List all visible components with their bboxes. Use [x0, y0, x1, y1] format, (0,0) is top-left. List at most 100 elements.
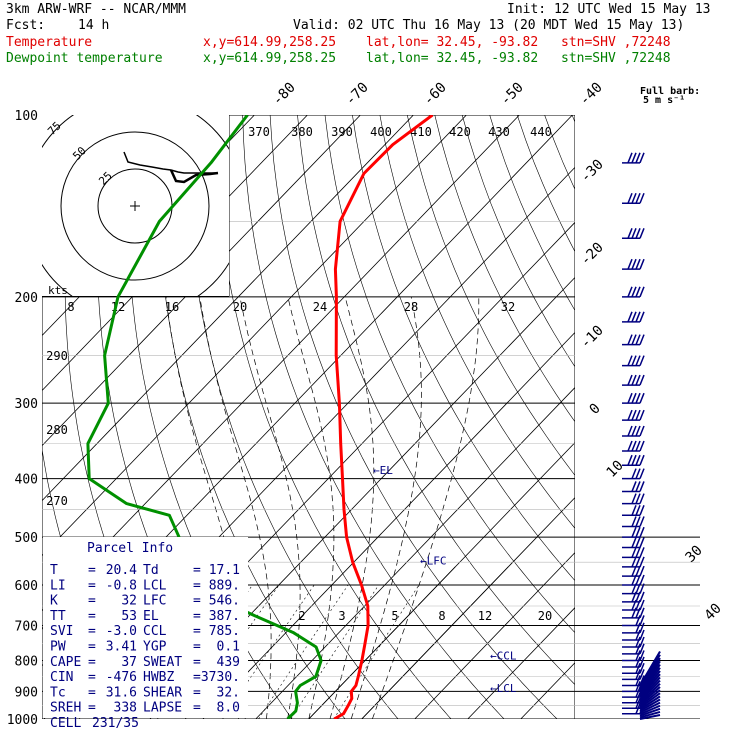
parcel-param-value: 3.41	[106, 640, 137, 655]
theta-low-label: 280	[46, 423, 68, 437]
parcel-param-name: CCL	[143, 624, 167, 639]
theta-label: 380	[291, 125, 313, 139]
parcel-param-value: 53	[121, 609, 137, 624]
moist-adiabat-label: 8	[67, 300, 74, 314]
temperature-station: stn=SHV ,72248	[561, 35, 671, 50]
parcel-param-value: -0.8	[106, 578, 137, 593]
parcel-info-panel: Parcel Info T = 20.4 Td = 17.1 LI = -0.8 LCL = 889. K…	[43, 537, 248, 731]
wind-barb	[622, 599, 645, 611]
moist-adiabat-label: 28	[404, 300, 418, 314]
valid-time: Valid: 02 UTC Thu 16 May 13 (20 MDT Wed …	[293, 18, 685, 33]
isotherm-extension	[308, 566, 456, 719]
parcel-param-value: 17.1	[209, 563, 240, 578]
parcel-param-value: 231/35	[92, 716, 139, 731]
wind-barb-lower	[639, 683, 661, 704]
wind-barb-lower	[639, 670, 661, 697]
dry-adiabat	[214, 115, 452, 719]
pressure-tick-label: 700	[15, 619, 38, 634]
wind-barb-lower	[639, 650, 661, 686]
hodograph-ring	[60, 131, 210, 281]
wind-barb-lower	[639, 686, 661, 706]
parcel-info-background	[43, 537, 248, 718]
wind-barb	[622, 643, 645, 655]
pressure-axis: 100 200 300 400 500 600 700 800 900 1000	[7, 109, 38, 728]
wind-barb	[622, 574, 645, 586]
parcel-param-name: HWBZ	[143, 670, 174, 685]
wind-barb	[622, 537, 645, 549]
parcel-param-name: YGP	[143, 640, 167, 655]
dry-adiabat	[489, 115, 575, 312]
parcel-param-name: Td	[143, 563, 159, 578]
isotherm-label: -70	[343, 80, 372, 109]
mixing-ratio-label: 20	[538, 609, 552, 623]
temperature-latlon: lat,lon= 32.45, -93.82	[366, 35, 539, 50]
isotherm-line	[467, 607, 575, 719]
forecast-hours: 14 h	[78, 18, 110, 33]
pressure-tick-label: 500	[15, 531, 38, 546]
isotherm-label: 0	[587, 401, 604, 418]
wind-barb	[622, 565, 645, 577]
parcel-param-name: CELL	[50, 716, 81, 731]
theta-label: 390	[331, 125, 353, 139]
mixing-ratio-line	[333, 584, 420, 719]
parcel-param-value: -476	[106, 670, 137, 685]
dry-adiabat	[461, 115, 575, 368]
parcel-equals: =	[88, 624, 96, 639]
wind-barb-lower	[639, 698, 661, 712]
wind-barb	[622, 258, 645, 270]
wind-barb	[622, 591, 645, 603]
wind-barb	[622, 468, 645, 480]
theta-label: 370	[248, 125, 270, 139]
level-marker-el: ←EL	[373, 464, 393, 477]
pressure-tick-label: 300	[15, 397, 38, 412]
dry-adiabat	[434, 115, 575, 423]
wind-barb	[622, 656, 645, 668]
dry-adiabat	[352, 115, 575, 582]
wind-barb-lower	[639, 701, 661, 714]
parcel-param-name: CAPE	[50, 655, 81, 670]
moist-adiabat-label: 16	[165, 300, 179, 314]
isotherm-label: -80	[270, 80, 299, 109]
parcel-param-value: 387.	[209, 609, 240, 624]
pressure-tick-label: 800	[15, 654, 38, 669]
parcel-param-name: SVI	[50, 624, 73, 639]
parcel-param-value: 20.4	[106, 563, 137, 578]
wind-barb	[622, 615, 645, 627]
moist-adiabat-label: 20	[233, 300, 247, 314]
wind-barb	[622, 636, 645, 648]
dewpoint-station: stn=SHV ,72248	[561, 51, 671, 66]
isotherm-label: -40	[577, 80, 606, 109]
parcel-param-name: PW	[50, 640, 66, 655]
dewpoint-xy: x,y=614.99,258.25	[203, 51, 337, 66]
theta-label: 430	[488, 125, 510, 139]
isotherm-line	[308, 441, 575, 719]
theta-low-label: 290	[46, 349, 68, 363]
wind-barb-lower	[639, 710, 661, 719]
level-marker-ccl: ←CCL	[490, 650, 517, 663]
wind-barb	[622, 192, 645, 205]
mixing-ratio-line	[258, 584, 349, 719]
parcel-param-value: 3730.	[201, 670, 240, 685]
wind-barb-lower	[639, 663, 661, 694]
wind-barb	[622, 392, 645, 404]
theta-label: 420	[449, 125, 471, 139]
parcel-param-name: T	[50, 563, 58, 578]
isotherm-line	[42, 115, 467, 557]
parcel-equals: =	[193, 685, 201, 700]
isotherm-label: -50	[498, 80, 527, 109]
parcel-param-value: 32	[121, 594, 137, 609]
dewpoint-latlon: lat,lon= 32.45, -93.82	[366, 51, 539, 66]
parcel-equals: =	[88, 655, 96, 670]
wind-barb-lower	[639, 676, 661, 701]
isotherm-label: -60	[421, 80, 450, 109]
wind-barb-lower	[639, 707, 661, 717]
pressure-tick-label: 100	[15, 109, 38, 124]
parcel-param-name: K	[50, 594, 58, 609]
mixing-ratio-label: 3	[338, 609, 345, 623]
parcel-param-name: CIN	[50, 670, 73, 685]
wind-barb	[622, 334, 645, 346]
wind-barb	[622, 409, 645, 421]
hodograph-kts-label: kts	[48, 284, 68, 297]
